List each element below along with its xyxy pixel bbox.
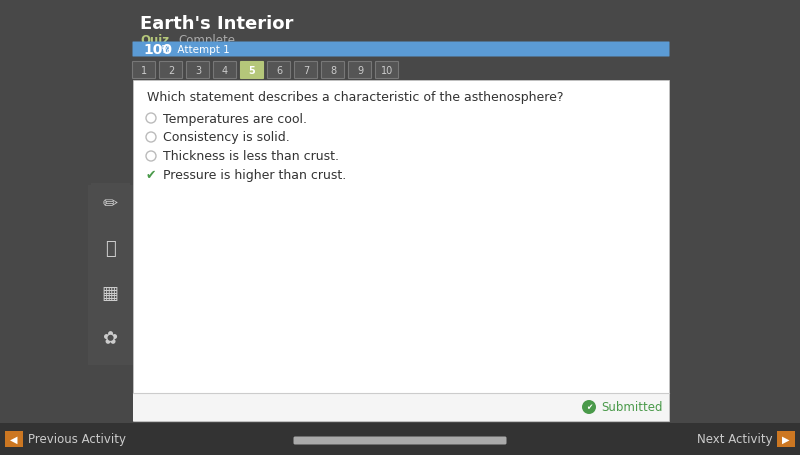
FancyBboxPatch shape <box>375 62 398 79</box>
Text: 100: 100 <box>143 43 172 57</box>
FancyBboxPatch shape <box>5 431 23 447</box>
Text: 8: 8 <box>330 66 336 76</box>
FancyBboxPatch shape <box>91 184 130 222</box>
Text: 1: 1 <box>141 66 147 76</box>
FancyBboxPatch shape <box>133 62 155 79</box>
FancyBboxPatch shape <box>294 436 506 445</box>
Text: Previous Activity: Previous Activity <box>28 433 126 445</box>
Text: ✔: ✔ <box>586 403 592 412</box>
Text: ◀: ◀ <box>10 434 18 444</box>
Text: 9: 9 <box>357 66 363 76</box>
FancyBboxPatch shape <box>0 423 800 455</box>
Text: Submitted: Submitted <box>601 400 662 414</box>
FancyBboxPatch shape <box>322 62 345 79</box>
FancyBboxPatch shape <box>91 273 130 311</box>
Text: 10: 10 <box>381 66 393 76</box>
Text: 4: 4 <box>222 66 228 76</box>
FancyBboxPatch shape <box>133 81 669 421</box>
Text: Which statement describes a characteristic of the asthenosphere?: Which statement describes a characterist… <box>147 90 563 103</box>
Text: ▦: ▦ <box>102 284 118 302</box>
Text: ✿: ✿ <box>102 329 118 347</box>
Text: Next Activity: Next Activity <box>698 433 773 445</box>
Text: Earth's Interior: Earth's Interior <box>140 15 294 33</box>
Text: 🎧: 🎧 <box>105 239 115 258</box>
Text: Temperatures are cool.: Temperatures are cool. <box>163 112 307 125</box>
FancyBboxPatch shape <box>88 186 133 365</box>
FancyBboxPatch shape <box>133 393 669 421</box>
FancyBboxPatch shape <box>294 62 318 79</box>
Text: 7: 7 <box>303 66 309 76</box>
Text: 2: 2 <box>168 66 174 76</box>
Text: Pressure is higher than crust.: Pressure is higher than crust. <box>163 169 346 182</box>
FancyBboxPatch shape <box>133 42 670 57</box>
FancyBboxPatch shape <box>186 62 210 79</box>
Text: 3: 3 <box>195 66 201 76</box>
Text: Consistency is solid.: Consistency is solid. <box>163 131 290 144</box>
Text: %  Attempt 1: % Attempt 1 <box>161 45 230 55</box>
Text: ✏: ✏ <box>102 195 118 212</box>
FancyBboxPatch shape <box>214 62 237 79</box>
FancyBboxPatch shape <box>349 62 371 79</box>
Text: Quiz: Quiz <box>140 33 169 46</box>
Text: Complete: Complete <box>178 33 235 46</box>
Text: 5: 5 <box>249 66 255 76</box>
Text: ✔: ✔ <box>146 169 156 182</box>
FancyBboxPatch shape <box>267 62 290 79</box>
Text: ▶: ▶ <box>782 434 790 444</box>
FancyBboxPatch shape <box>91 228 130 267</box>
FancyBboxPatch shape <box>91 318 130 356</box>
Text: 6: 6 <box>276 66 282 76</box>
FancyBboxPatch shape <box>241 62 263 79</box>
FancyBboxPatch shape <box>777 431 795 447</box>
Text: Thickness is less than crust.: Thickness is less than crust. <box>163 150 339 163</box>
Circle shape <box>582 400 596 414</box>
FancyBboxPatch shape <box>159 62 182 79</box>
